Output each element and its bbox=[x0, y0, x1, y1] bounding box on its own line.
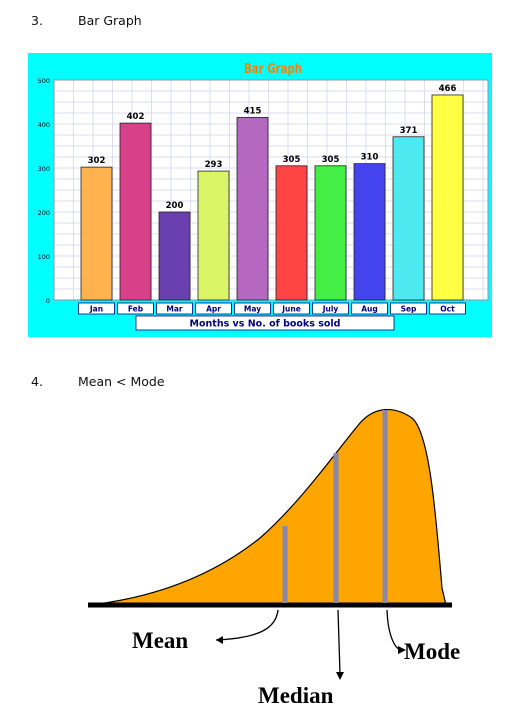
mode-arrowhead bbox=[398, 646, 406, 654]
bar-feb bbox=[119, 122, 152, 301]
bar-chart: 0 100 200 300 400 500 Bar Graph 302 Jan 402 Feb 200… bbox=[28, 53, 492, 337]
bar-apr bbox=[197, 170, 230, 301]
data-label: 371 bbox=[400, 126, 418, 136]
bar-jan bbox=[80, 166, 113, 301]
y-tick-label: 300 bbox=[38, 165, 50, 173]
y-tick-label: 0 bbox=[46, 297, 50, 305]
x-axis-label: Months vs No. of books sold bbox=[190, 319, 341, 330]
category-box bbox=[156, 302, 193, 315]
bar-mar bbox=[158, 211, 191, 301]
chart-title: Bar Graph bbox=[244, 62, 302, 77]
category-box bbox=[312, 302, 349, 315]
category-box bbox=[234, 302, 271, 315]
median-label: Median bbox=[258, 683, 334, 708]
section-title: Mean < Mode bbox=[78, 374, 165, 389]
data-label: 415 bbox=[244, 106, 262, 116]
x-tick-label: June bbox=[281, 305, 301, 314]
x-tick-label: Jan bbox=[89, 305, 103, 314]
y-tick-label: 500 bbox=[38, 77, 50, 85]
data-label: 200 bbox=[166, 201, 184, 211]
mean-pointer-arrow bbox=[215, 609, 279, 641]
plot-border bbox=[53, 79, 489, 301]
x-tick-label: Feb bbox=[128, 305, 144, 314]
data-label: 466 bbox=[439, 84, 457, 94]
bar-aug bbox=[353, 163, 386, 301]
bar-june bbox=[275, 165, 308, 301]
bar-july bbox=[314, 165, 347, 301]
category-box bbox=[390, 302, 427, 315]
bar-oct bbox=[431, 94, 464, 301]
mode-label: Mode bbox=[404, 639, 460, 664]
y-tick-label: 400 bbox=[38, 121, 50, 129]
skewed-distribution-diagram: Mean Median Mode bbox=[80, 398, 500, 718]
x-tick-label: July bbox=[322, 305, 339, 314]
y-tick-label: 200 bbox=[38, 209, 50, 217]
bar-sep bbox=[392, 136, 425, 301]
data-label: 305 bbox=[322, 155, 340, 165]
category-box bbox=[429, 302, 466, 315]
section-title: Bar Graph bbox=[78, 13, 142, 28]
category-box bbox=[195, 302, 232, 315]
section-number: 3. bbox=[31, 13, 43, 28]
y-tick-label: 100 bbox=[38, 253, 50, 261]
bar-may bbox=[236, 117, 269, 301]
median-arrowhead bbox=[336, 672, 344, 680]
median-pointer-arrow bbox=[337, 609, 341, 675]
category-box bbox=[78, 302, 115, 315]
x-tick-label: Aug bbox=[361, 305, 378, 314]
category-box bbox=[273, 302, 310, 315]
data-label: 305 bbox=[283, 155, 301, 165]
x-tick-label: May bbox=[244, 305, 261, 314]
mean-arrowhead bbox=[216, 636, 223, 644]
section-number: 4. bbox=[31, 374, 43, 389]
x-tick-label: Apr bbox=[206, 305, 221, 314]
distribution-curve bbox=[89, 409, 447, 606]
category-box bbox=[351, 302, 388, 315]
x-axis-label-box bbox=[135, 315, 395, 331]
x-tick-label: Mar bbox=[166, 305, 183, 314]
mean-label: Mean bbox=[132, 628, 188, 653]
mode-pointer-arrow bbox=[386, 609, 403, 651]
category-box bbox=[117, 302, 154, 315]
data-label: 310 bbox=[361, 153, 379, 163]
data-label: 293 bbox=[205, 160, 223, 170]
x-tick-label: Sep bbox=[401, 305, 417, 314]
x-tick-label: Oct bbox=[440, 305, 455, 314]
data-label: 402 bbox=[127, 112, 145, 122]
data-label: 302 bbox=[88, 156, 106, 166]
